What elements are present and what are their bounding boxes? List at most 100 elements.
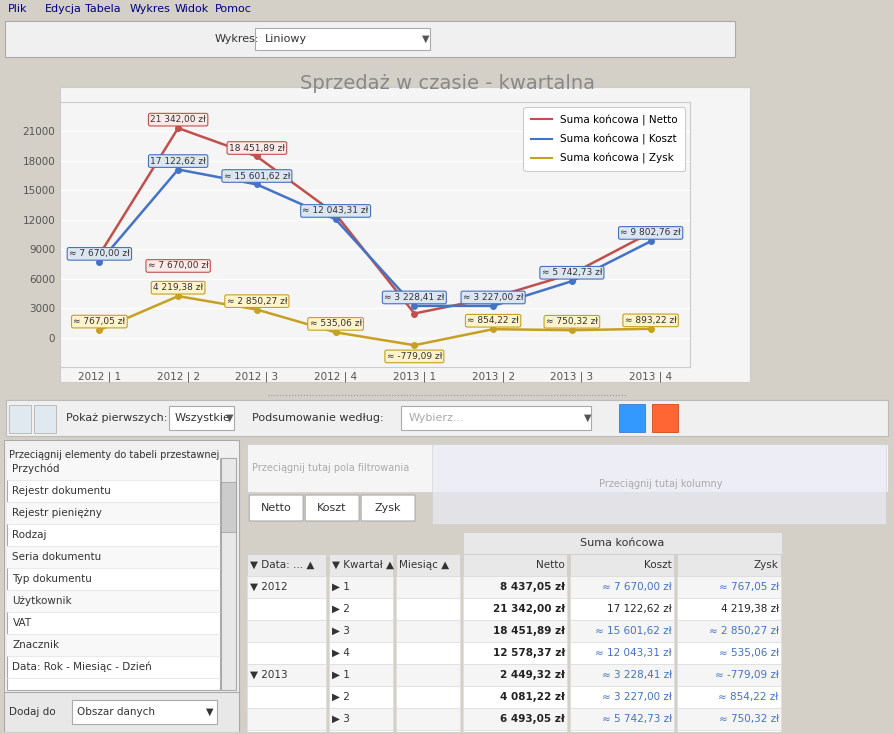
Text: Przeciągnij tutaj kolumny: Przeciągnij tutaj kolumny: [599, 479, 722, 489]
FancyBboxPatch shape: [7, 502, 220, 524]
FancyBboxPatch shape: [569, 598, 674, 620]
FancyBboxPatch shape: [248, 444, 888, 492]
FancyBboxPatch shape: [4, 440, 240, 732]
Text: ▼ 2012: ▼ 2012: [250, 582, 288, 592]
Text: ≈ 750,32 zł: ≈ 750,32 zł: [546, 317, 598, 327]
Text: Przychód: Przychód: [13, 464, 60, 474]
FancyBboxPatch shape: [463, 620, 567, 642]
Text: ≈ 2 850,27 zł: ≈ 2 850,27 zł: [709, 626, 779, 636]
Legend: Suma końcowa | Netto, Suma końcowa | Koszt, Suma końcowa | Zysk: Suma końcowa | Netto, Suma końcowa | Kos…: [523, 107, 685, 172]
FancyBboxPatch shape: [396, 620, 460, 642]
Text: 12 578,37 zł: 12 578,37 zł: [493, 648, 565, 658]
Text: 21 342,00 zł: 21 342,00 zł: [493, 604, 565, 614]
Text: Rejestr pieniężny: Rejestr pieniężny: [13, 508, 102, 518]
FancyBboxPatch shape: [7, 458, 220, 480]
FancyBboxPatch shape: [463, 730, 567, 734]
Text: ≈ 3 228,41 zł: ≈ 3 228,41 zł: [384, 293, 444, 302]
Text: 4 219,38 zł: 4 219,38 zł: [153, 283, 203, 292]
FancyBboxPatch shape: [10, 405, 31, 433]
Text: VAT: VAT: [13, 618, 31, 628]
Text: Tabela: Tabela: [85, 4, 121, 14]
FancyBboxPatch shape: [248, 730, 326, 734]
Text: Widok: Widok: [175, 4, 209, 14]
FancyBboxPatch shape: [463, 554, 567, 576]
FancyBboxPatch shape: [361, 495, 415, 521]
Text: ▶ 3: ▶ 3: [333, 714, 350, 724]
FancyBboxPatch shape: [6, 400, 888, 436]
FancyBboxPatch shape: [5, 21, 735, 57]
Text: ▶ 3: ▶ 3: [333, 626, 350, 636]
Text: 4 219,38 zł: 4 219,38 zł: [721, 604, 779, 614]
Text: Suma końcowa: Suma końcowa: [580, 538, 664, 548]
Text: ≈ -779,09 zł: ≈ -779,09 zł: [387, 352, 442, 361]
FancyBboxPatch shape: [677, 686, 780, 708]
FancyBboxPatch shape: [7, 546, 220, 568]
Text: Wykres:: Wykres:: [215, 34, 259, 44]
FancyBboxPatch shape: [677, 730, 780, 734]
FancyBboxPatch shape: [329, 620, 393, 642]
Text: 17 122,62 zł: 17 122,62 zł: [607, 604, 671, 614]
FancyBboxPatch shape: [169, 406, 234, 430]
Text: ≈ 7 670,00 zł: ≈ 7 670,00 zł: [148, 261, 208, 270]
FancyBboxPatch shape: [569, 708, 674, 730]
FancyBboxPatch shape: [7, 590, 220, 612]
Text: ▼: ▼: [584, 413, 591, 423]
FancyBboxPatch shape: [7, 458, 220, 690]
Text: Typ dokumentu: Typ dokumentu: [13, 574, 92, 584]
Text: Pomoc: Pomoc: [215, 4, 252, 14]
FancyBboxPatch shape: [463, 598, 567, 620]
Text: ≈ 3 228,41 zł: ≈ 3 228,41 zł: [602, 670, 671, 680]
Text: Plik: Plik: [8, 4, 28, 14]
Text: ▼ Data: ... ▲: ▼ Data: ... ▲: [250, 560, 315, 570]
Text: ≈ 15 601,62 zł: ≈ 15 601,62 zł: [595, 626, 671, 636]
FancyBboxPatch shape: [463, 642, 567, 664]
Text: Data: Rok - Miesiąc - Dzień: Data: Rok - Miesiąc - Dzień: [13, 662, 152, 672]
FancyBboxPatch shape: [249, 495, 303, 521]
Text: ▼ Kwartał ▲: ▼ Kwartał ▲: [333, 560, 394, 570]
FancyBboxPatch shape: [396, 664, 460, 686]
FancyBboxPatch shape: [60, 87, 750, 382]
FancyBboxPatch shape: [396, 708, 460, 730]
Text: Pokaż pierwszych:: Pokaż pierwszych:: [66, 413, 168, 423]
FancyBboxPatch shape: [72, 700, 217, 724]
FancyBboxPatch shape: [248, 664, 326, 686]
FancyBboxPatch shape: [396, 642, 460, 664]
FancyBboxPatch shape: [248, 686, 326, 708]
Text: Netto: Netto: [261, 503, 291, 513]
Text: ≈ 3 227,00 zł: ≈ 3 227,00 zł: [463, 293, 523, 302]
Text: Wszystkie: Wszystkie: [174, 413, 230, 423]
Text: ≈ 854,22 zł: ≈ 854,22 zł: [468, 316, 519, 325]
FancyBboxPatch shape: [677, 576, 780, 598]
Text: Podsumowanie według:: Podsumowanie według:: [252, 413, 384, 423]
Text: ≈ -779,09 zł: ≈ -779,09 zł: [715, 670, 779, 680]
FancyBboxPatch shape: [463, 664, 567, 686]
FancyBboxPatch shape: [463, 532, 781, 554]
FancyBboxPatch shape: [569, 576, 674, 598]
Text: 21 342,00 zł: 21 342,00 zł: [150, 115, 206, 124]
Text: ▼: ▼: [207, 707, 214, 717]
Text: Liniowy: Liniowy: [265, 34, 308, 44]
FancyBboxPatch shape: [248, 620, 326, 642]
FancyBboxPatch shape: [569, 642, 674, 664]
FancyBboxPatch shape: [248, 708, 326, 730]
FancyBboxPatch shape: [329, 554, 393, 576]
Text: 6 493,05 zł: 6 493,05 zł: [500, 714, 565, 724]
Text: ▶ 1: ▶ 1: [333, 582, 350, 592]
Text: ≈ 7 670,00 zł: ≈ 7 670,00 zł: [602, 582, 671, 592]
FancyBboxPatch shape: [329, 730, 393, 734]
FancyBboxPatch shape: [221, 482, 236, 532]
Text: ≈ 12 043,31 zł: ≈ 12 043,31 zł: [595, 648, 671, 658]
Text: ≈ 854,22 zł: ≈ 854,22 zł: [719, 692, 779, 702]
Text: ≈ 5 742,73 zł: ≈ 5 742,73 zł: [542, 268, 603, 277]
FancyBboxPatch shape: [463, 708, 567, 730]
Text: Wykres: Wykres: [130, 4, 171, 14]
FancyBboxPatch shape: [396, 686, 460, 708]
FancyBboxPatch shape: [305, 495, 359, 521]
FancyBboxPatch shape: [396, 576, 460, 598]
FancyBboxPatch shape: [432, 444, 886, 524]
Text: 4 081,22 zł: 4 081,22 zł: [500, 692, 565, 702]
FancyBboxPatch shape: [401, 406, 591, 430]
FancyBboxPatch shape: [329, 642, 393, 664]
Text: Seria dokumentu: Seria dokumentu: [13, 552, 102, 562]
Text: ≈ 535,06 zł: ≈ 535,06 zł: [719, 648, 779, 658]
